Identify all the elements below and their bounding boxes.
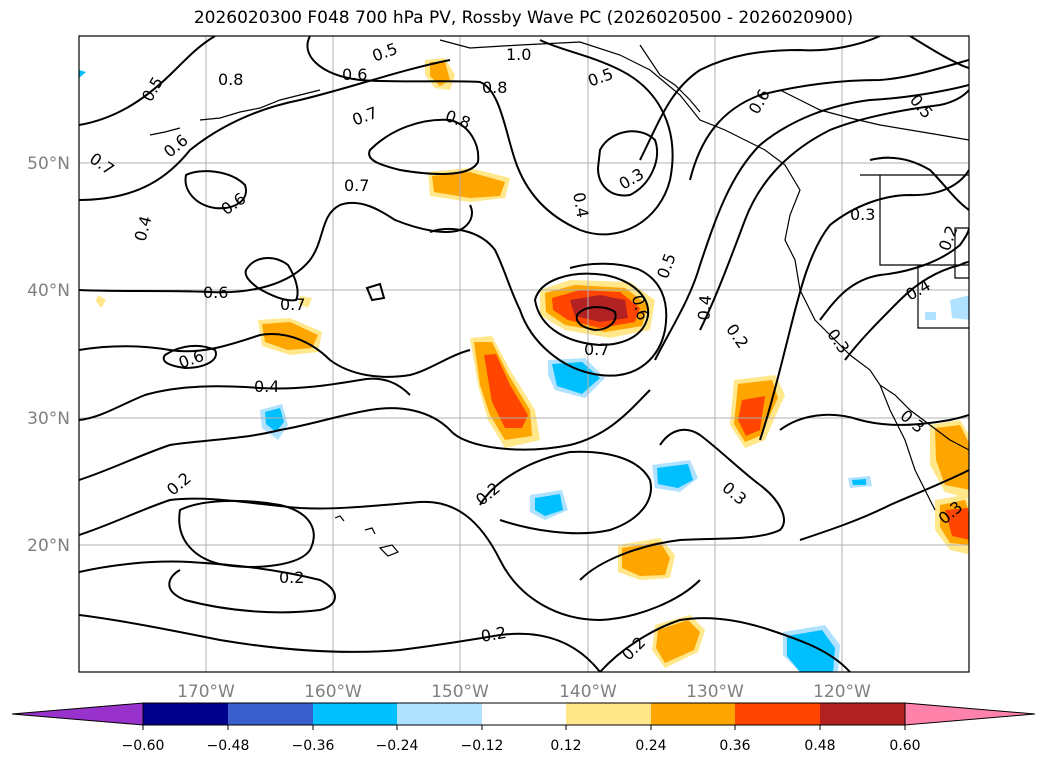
colorbar-segment — [397, 703, 482, 725]
contour-label: 0.8 — [218, 70, 243, 89]
map-title: 2026020300 F048 700 hPa PV, Rossby Wave … — [193, 8, 854, 28]
colorbar-segment — [651, 703, 735, 725]
lon-tick-label: 160°W — [304, 682, 362, 702]
colorbar-tick-label: 0.12 — [550, 738, 581, 754]
colorbar-tick-label: 0.60 — [889, 738, 920, 754]
colorbar-outline — [142, 702, 906, 726]
lon-tick-label: 140°W — [559, 682, 617, 702]
map-background — [79, 36, 969, 672]
lon-tick-label: 170°W — [177, 682, 235, 702]
contour-label: 0.7 — [344, 176, 369, 195]
colorbar-tick-label: −0.36 — [292, 738, 335, 754]
contour-label: 0.8 — [482, 78, 507, 97]
lon-axis: 170°W 160°W 150°W 140°W 130°W 120°W — [177, 682, 871, 702]
map-frame — [78, 35, 970, 673]
lat-tick-label: 50°N — [27, 154, 70, 174]
lat-axis: 50°N 40°N 30°N 20°N — [27, 154, 70, 556]
contour-label: 0.2 — [479, 623, 507, 646]
colorbar-segment — [566, 703, 651, 725]
anomaly-shading — [79, 58, 969, 672]
coastlines — [149, 39, 969, 557]
colorbar-ticks — [142, 725, 906, 730]
colorbar-segment — [228, 703, 313, 725]
colorbar-tick-label: 0.48 — [804, 738, 835, 754]
colorbar-segment — [143, 703, 228, 725]
colorbar-segment — [313, 703, 397, 725]
contour-label: 0.4 — [569, 191, 592, 219]
colorbar-extend-low — [11, 702, 144, 726]
contour-label: 1.0 — [506, 45, 531, 64]
colorbar-extend-high — [904, 702, 1036, 726]
colorbar-segment — [820, 703, 905, 725]
colorbar-tick-label: 0.36 — [719, 738, 750, 754]
colorbar-segment — [735, 703, 820, 725]
contour-label: 0.7 — [584, 340, 609, 359]
lon-tick-label: 130°W — [686, 682, 744, 702]
contour-label: 0.7 — [280, 295, 305, 314]
lon-tick-label: 150°W — [431, 682, 489, 702]
colorbar-tick-label: 0.24 — [635, 738, 666, 754]
colorbar-tick-label: −0.24 — [376, 738, 419, 754]
contour-label: 0.6 — [203, 283, 228, 302]
colorbar-tick-label: −0.60 — [122, 738, 165, 754]
lon-tick-label: 120°W — [813, 682, 871, 702]
colorbar-segment — [482, 703, 566, 725]
contour-label: 0.2 — [279, 568, 304, 587]
pv-contours — [79, 36, 969, 672]
lat-tick-label: 20°N — [27, 536, 70, 556]
contour-label: 0.4 — [694, 294, 715, 321]
colorbar-tick-label: −0.48 — [207, 738, 250, 754]
contour-label: 0.6 — [342, 65, 367, 84]
contour-label: 0.4 — [254, 377, 279, 396]
colorbar: −0.60 −0.48 −0.36 −0.24 −0.12 0.12 0.24 … — [11, 702, 1036, 754]
graticule — [79, 36, 969, 672]
colorbar-tick-label: −0.12 — [461, 738, 504, 754]
lat-tick-label: 40°N — [27, 281, 70, 301]
lat-tick-label: 30°N — [27, 409, 70, 429]
contour-label: 0.3 — [850, 205, 875, 224]
